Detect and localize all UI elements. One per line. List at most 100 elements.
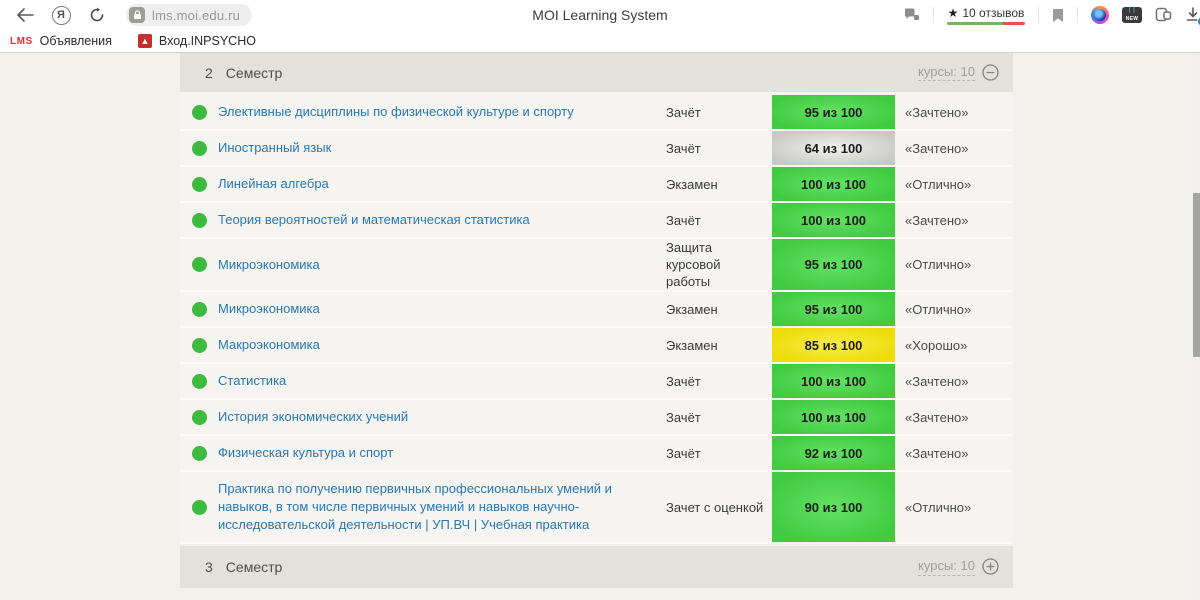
- score-badge: 100 из 100: [772, 400, 895, 434]
- back-icon: [17, 8, 34, 22]
- exam-type: Зачёт: [666, 409, 701, 425]
- score-badge: 100 из 100: [772, 364, 895, 398]
- scrollbar-track[interactable]: [1193, 53, 1200, 599]
- grade-row: Линейная алгебра Экзамен 100 из 100 «Отл…: [180, 167, 1013, 203]
- course-link[interactable]: Физическая культура и спорт: [218, 445, 394, 460]
- grade-text: «Отлично»: [905, 176, 972, 192]
- bookmark-inpsycho-login[interactable]: ▲ Вход.INPSYCHO: [137, 34, 256, 48]
- semester-number: 2: [205, 64, 213, 81]
- course-link[interactable]: Практика по получению первичных професси…: [218, 481, 612, 532]
- semester-title: Семестр: [225, 64, 283, 81]
- protect-icon[interactable]: [903, 7, 920, 23]
- course-link[interactable]: Статистика: [218, 373, 287, 388]
- exam-type: Зачёт: [666, 140, 701, 156]
- status-dot-icon: [191, 409, 207, 425]
- download-icon: [1186, 7, 1200, 21]
- courses-count[interactable]: курсы: 10: [918, 558, 975, 576]
- status-dot-icon: [191, 373, 207, 389]
- inpsycho-favicon: ▲: [137, 34, 152, 48]
- lock-icon[interactable]: [129, 7, 145, 23]
- exam-type: Зачёт: [666, 373, 701, 389]
- status-dot-icon: [191, 257, 207, 272]
- grade-text: «Зачтено»: [905, 140, 969, 156]
- grade-row: Статистика Зачёт 100 из 100 «Зачтено»: [180, 364, 1013, 400]
- grade-text: «Зачтено»: [905, 373, 969, 389]
- course-link[interactable]: Элективные дисциплины по физической куль…: [218, 104, 574, 119]
- scrollbar-thumb[interactable]: [1193, 193, 1200, 357]
- semester-title: Семестр: [225, 559, 283, 575]
- course-link[interactable]: Микроэкономика: [218, 256, 320, 272]
- grade-row: Иностранный язык Зачёт 64 из 100 «Зачтен…: [180, 131, 1013, 167]
- exam-type: Экзамен: [666, 301, 718, 317]
- score-badge: 64 из 100: [772, 131, 895, 165]
- exam-type: Зачёт: [666, 445, 701, 461]
- status-dot-icon: [191, 301, 207, 317]
- course-link[interactable]: История экономических учений: [218, 409, 409, 424]
- grade-text: «Отлично»: [905, 499, 972, 515]
- course-link[interactable]: Теория вероятностей и математическая ста…: [218, 212, 530, 227]
- yandex-home-button[interactable]: Я: [48, 2, 74, 28]
- bookmark-announcements[interactable]: LMS Объявления: [10, 34, 112, 48]
- semester-number: 3: [205, 559, 213, 575]
- course-link[interactable]: Линейная алгебра: [218, 176, 329, 191]
- extension-clipboard-icon[interactable]: [1155, 7, 1172, 23]
- grade-text: «Зачтено»: [905, 212, 969, 228]
- courses-count[interactable]: курсы: 10: [918, 64, 975, 82]
- bookmark-flag-icon[interactable]: [1052, 8, 1064, 23]
- grade-text: «Зачтено»: [905, 409, 969, 425]
- toolbar-separator: [1038, 7, 1039, 23]
- score-badge: 95 из 100: [772, 239, 895, 290]
- browser-toolbar: Я lms.moi.edu.ru MOI Learning System ★: [0, 0, 1200, 30]
- status-dot-icon: [191, 140, 207, 156]
- rating-bar: [947, 21, 1025, 25]
- refresh-button[interactable]: [84, 2, 110, 28]
- bookmarks-bar: LMS Объявления ▲ Вход.INPSYCHO: [0, 30, 1200, 53]
- status-dot-icon: [191, 445, 207, 461]
- course-link[interactable]: Иностранный язык: [218, 140, 332, 155]
- grade-row: Практика по получению первичных професси…: [180, 472, 1013, 544]
- reviews-label: 10 отзывов: [962, 5, 1025, 20]
- semester-3-header[interactable]: 3 Семестр курсы: 10: [180, 546, 1013, 588]
- exam-type: Экзамен: [666, 176, 718, 192]
- grade-row: История экономических учений Зачёт 100 и…: [180, 400, 1013, 436]
- grade-text: «Зачтено»: [905, 445, 969, 461]
- extension-browser-icon[interactable]: [1091, 6, 1109, 24]
- status-dot-icon: [191, 176, 207, 192]
- status-dot-icon: [191, 337, 207, 353]
- status-dot-icon: [191, 499, 207, 515]
- semester-2-header[interactable]: 2 Семестр курсы: 10: [180, 53, 1013, 95]
- grade-text: «Хорошо»: [905, 337, 968, 353]
- back-button[interactable]: [12, 2, 38, 28]
- star-icon: ★: [947, 5, 959, 20]
- page-content: 2 Семестр курсы: 10 Элективные дисциплин…: [0, 53, 1200, 599]
- address-bar[interactable]: lms.moi.edu.ru: [126, 4, 253, 26]
- grade-row: Микроэкономика Защита курсовой работы 95…: [180, 239, 1013, 292]
- score-badge: 90 из 100: [772, 472, 895, 542]
- plus-circle-icon[interactable]: [982, 558, 999, 576]
- grade-rows: Элективные дисциплины по физической куль…: [180, 95, 1013, 544]
- url-text: lms.moi.edu.ru: [152, 7, 241, 23]
- site-reviews[interactable]: ★ 10 отзывов: [947, 6, 1025, 25]
- score-badge: 95 из 100: [772, 292, 895, 326]
- grade-text: «Зачтено»: [905, 104, 969, 120]
- yandex-logo-icon: Я: [51, 5, 71, 25]
- exam-type: Зачёт: [666, 104, 701, 120]
- lms-favicon: LMS: [10, 35, 33, 47]
- score-badge: 95 из 100: [772, 95, 895, 129]
- downloads-button[interactable]: 2: [1185, 4, 1200, 27]
- grade-row: Микроэкономика Экзамен 95 из 100 «Отличн…: [180, 292, 1013, 328]
- exam-type: Зачет с оценкой: [666, 499, 764, 515]
- extension-new-icon[interactable]: NEW: [1122, 7, 1142, 23]
- grade-text: «Отлично»: [905, 301, 972, 317]
- exam-type: Зачёт: [666, 212, 701, 228]
- minus-circle-icon[interactable]: [982, 64, 999, 81]
- grade-row: Макроэкономика Экзамен 85 из 100 «Хорошо…: [180, 328, 1013, 364]
- score-badge: 100 из 100: [772, 167, 895, 201]
- course-link[interactable]: Макроэкономика: [218, 337, 320, 352]
- course-link[interactable]: Микроэкономика: [218, 301, 320, 316]
- exam-type: Защита курсовой работы: [666, 240, 721, 289]
- status-dot-icon: [191, 212, 207, 228]
- score-badge: 92 из 100: [772, 436, 895, 470]
- status-dot-icon: [191, 104, 207, 120]
- grade-row: Теория вероятностей и математическая ста…: [180, 203, 1013, 239]
